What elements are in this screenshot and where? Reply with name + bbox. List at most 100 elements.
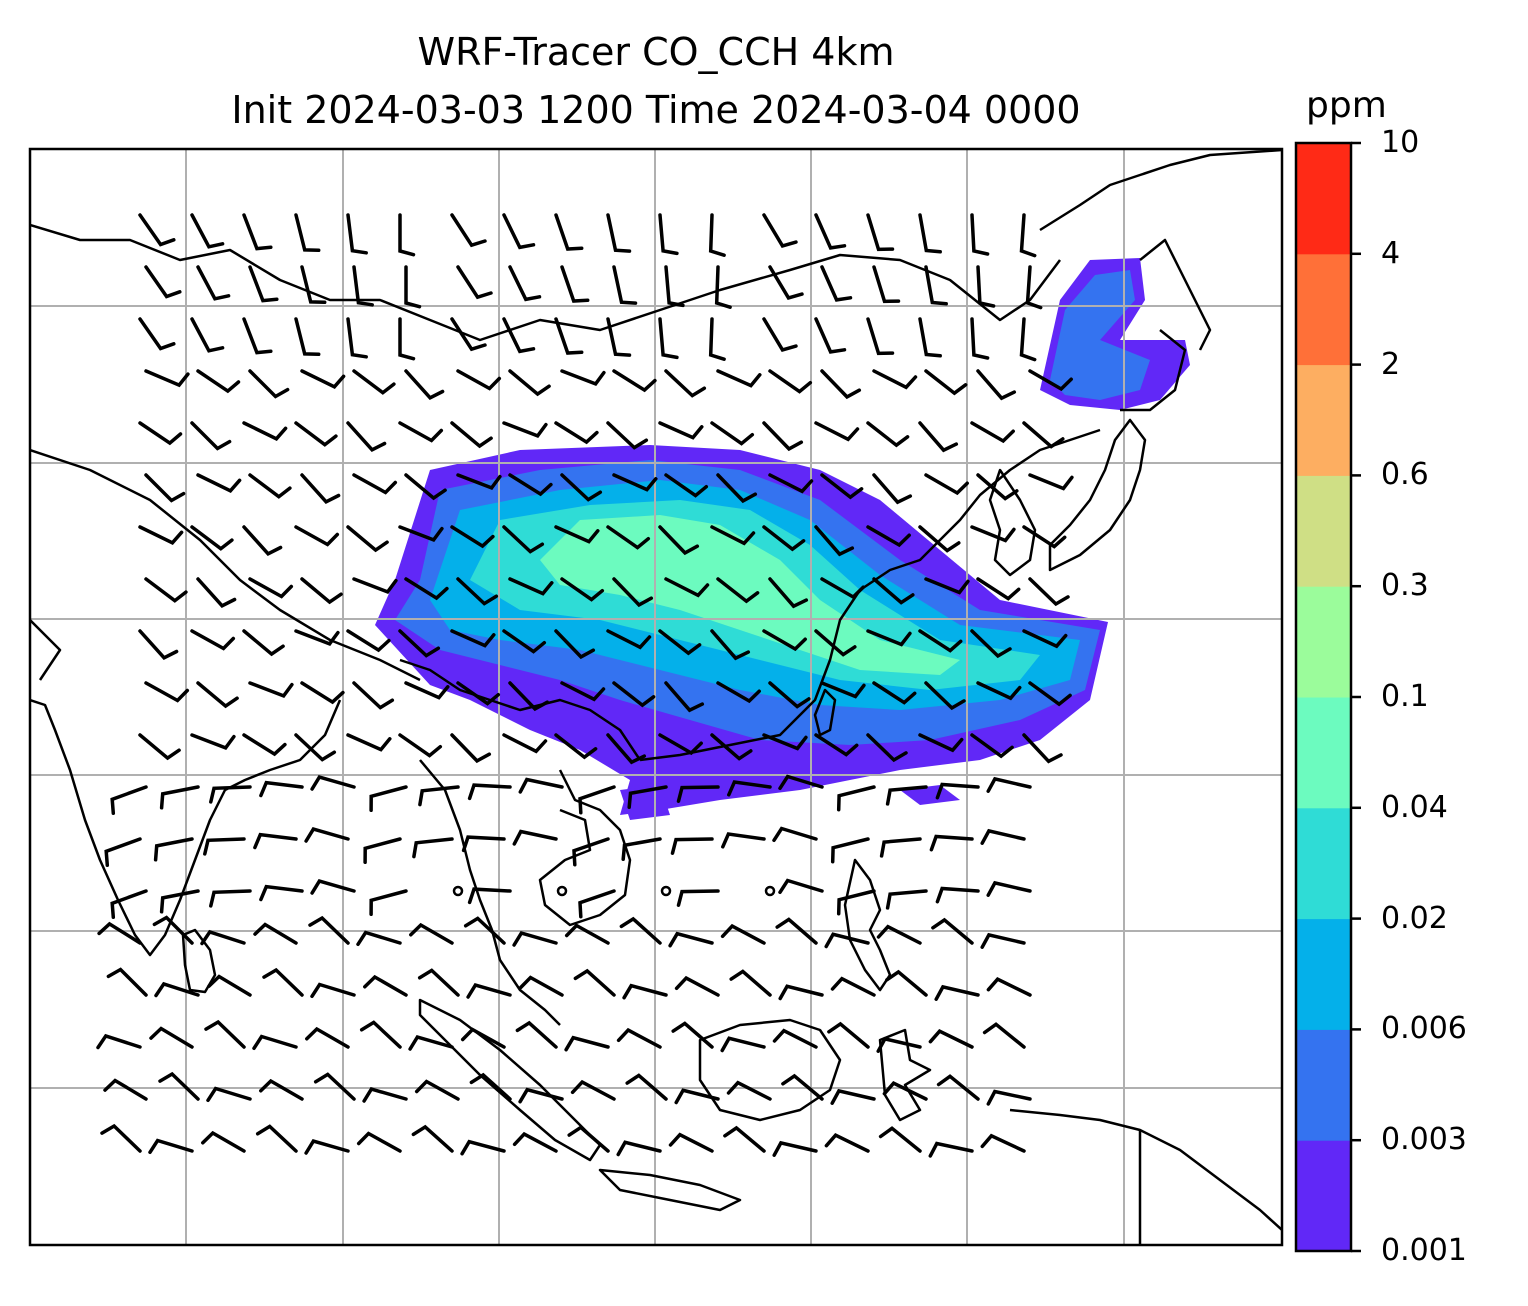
wind-barb (346, 421, 387, 452)
wind-barb (768, 681, 811, 709)
wind-barb (248, 577, 294, 599)
wind-barb (986, 1089, 1032, 1106)
wind-barb (820, 369, 862, 400)
wind-barb (924, 577, 970, 595)
wind-barb (404, 265, 422, 309)
wind-barb (242, 733, 287, 757)
colorbar-tick-label: 0.003 (1381, 1122, 1467, 1158)
chart-title-line-2: Init 2024-03-03 1200 Time 2024-03-04 000… (231, 88, 1081, 132)
wind-barb (716, 369, 762, 388)
wind-barb (716, 681, 761, 704)
wind-barb (461, 835, 506, 853)
wind-barb (824, 1133, 870, 1153)
wind-barb (456, 577, 499, 606)
wind-barb (190, 317, 225, 353)
wind-barb (872, 265, 901, 304)
wind-barb (196, 369, 241, 394)
wind-barb (196, 265, 231, 301)
wind-barb (414, 1079, 460, 1101)
wind-barb (508, 265, 542, 302)
wind-barb (518, 777, 564, 794)
wind-barb (294, 317, 321, 357)
wind-barb (352, 681, 395, 710)
colorbar-tick-label: 0.02 (1381, 900, 1448, 936)
wind-barb (159, 889, 200, 914)
wind-barb (418, 785, 460, 807)
wind-barb (456, 681, 501, 706)
wind-barb (398, 629, 441, 658)
wind-barb (300, 369, 346, 389)
wind-barb (352, 369, 396, 395)
wind-barb (554, 733, 598, 760)
wind-barb (814, 213, 847, 250)
wind-barb (866, 421, 910, 448)
wind-barb (674, 975, 720, 997)
wind-barb (924, 681, 966, 711)
wind-barb (929, 834, 974, 852)
wind-barb (248, 473, 292, 499)
wind-barb (313, 1072, 356, 1101)
wind-barb (918, 213, 942, 254)
wind-barb (106, 967, 148, 997)
colorbar-segment (1296, 253, 1351, 366)
calm-wind-marker (660, 885, 672, 897)
wind-barb (100, 1123, 142, 1153)
wind-barb (502, 421, 548, 439)
wind-barb (676, 785, 720, 803)
wind-barb (560, 265, 590, 303)
wind-barb (242, 213, 273, 251)
wind-barb (564, 1035, 610, 1052)
wind-barb (144, 577, 188, 603)
wind-barb (918, 733, 964, 753)
wind-barb (710, 525, 756, 546)
wind-barb (836, 785, 876, 812)
wind-barb (935, 886, 980, 904)
wind-barb (144, 369, 190, 388)
wind-barb (138, 733, 181, 761)
wind-barb (300, 265, 327, 305)
wind-barb (310, 775, 356, 791)
colorbar-segment (1296, 697, 1351, 809)
wind-barb (398, 525, 444, 543)
wind-barb (463, 916, 506, 945)
wind-barb (768, 473, 814, 494)
wind-barb (190, 213, 225, 249)
wind-barb (512, 829, 558, 846)
wind-barb (872, 681, 917, 705)
wind-barb (762, 421, 804, 452)
wind-barb (876, 924, 922, 945)
wind-barb (970, 421, 1015, 444)
wind-barb (674, 1088, 720, 1105)
wind-barb (778, 774, 824, 791)
wind-barb (196, 577, 237, 608)
wind-barb (560, 473, 603, 502)
wind-barb (664, 473, 709, 498)
wind-barb (97, 921, 142, 945)
wind-barb (885, 969, 928, 997)
colorbar-segment (1296, 1140, 1351, 1252)
plume-patch (900, 785, 960, 805)
wind-barb (726, 1080, 772, 1101)
wind-barb (658, 733, 703, 756)
wind-barb (986, 977, 1032, 997)
wind-barb (578, 785, 616, 815)
wind-barb (200, 929, 246, 946)
wind-barb (518, 975, 564, 997)
wind-barb (928, 1141, 974, 1158)
wind-barb (352, 577, 398, 595)
wind-barb (460, 1139, 506, 1156)
wind-barb (836, 889, 876, 916)
wind-barb (625, 1073, 668, 1101)
wind-barb (970, 629, 1012, 659)
wind-barb (242, 629, 285, 657)
wind-barb (508, 473, 553, 497)
wind-barb (827, 1021, 870, 1049)
wind-barb (158, 1071, 200, 1101)
wind-barb (564, 923, 610, 945)
wind-barb (612, 369, 657, 393)
wind-barb (980, 1133, 1026, 1153)
wind-barb (567, 1125, 610, 1153)
wind-barb (398, 733, 443, 758)
wind-barb (363, 974, 408, 997)
wind-barb (762, 733, 808, 751)
